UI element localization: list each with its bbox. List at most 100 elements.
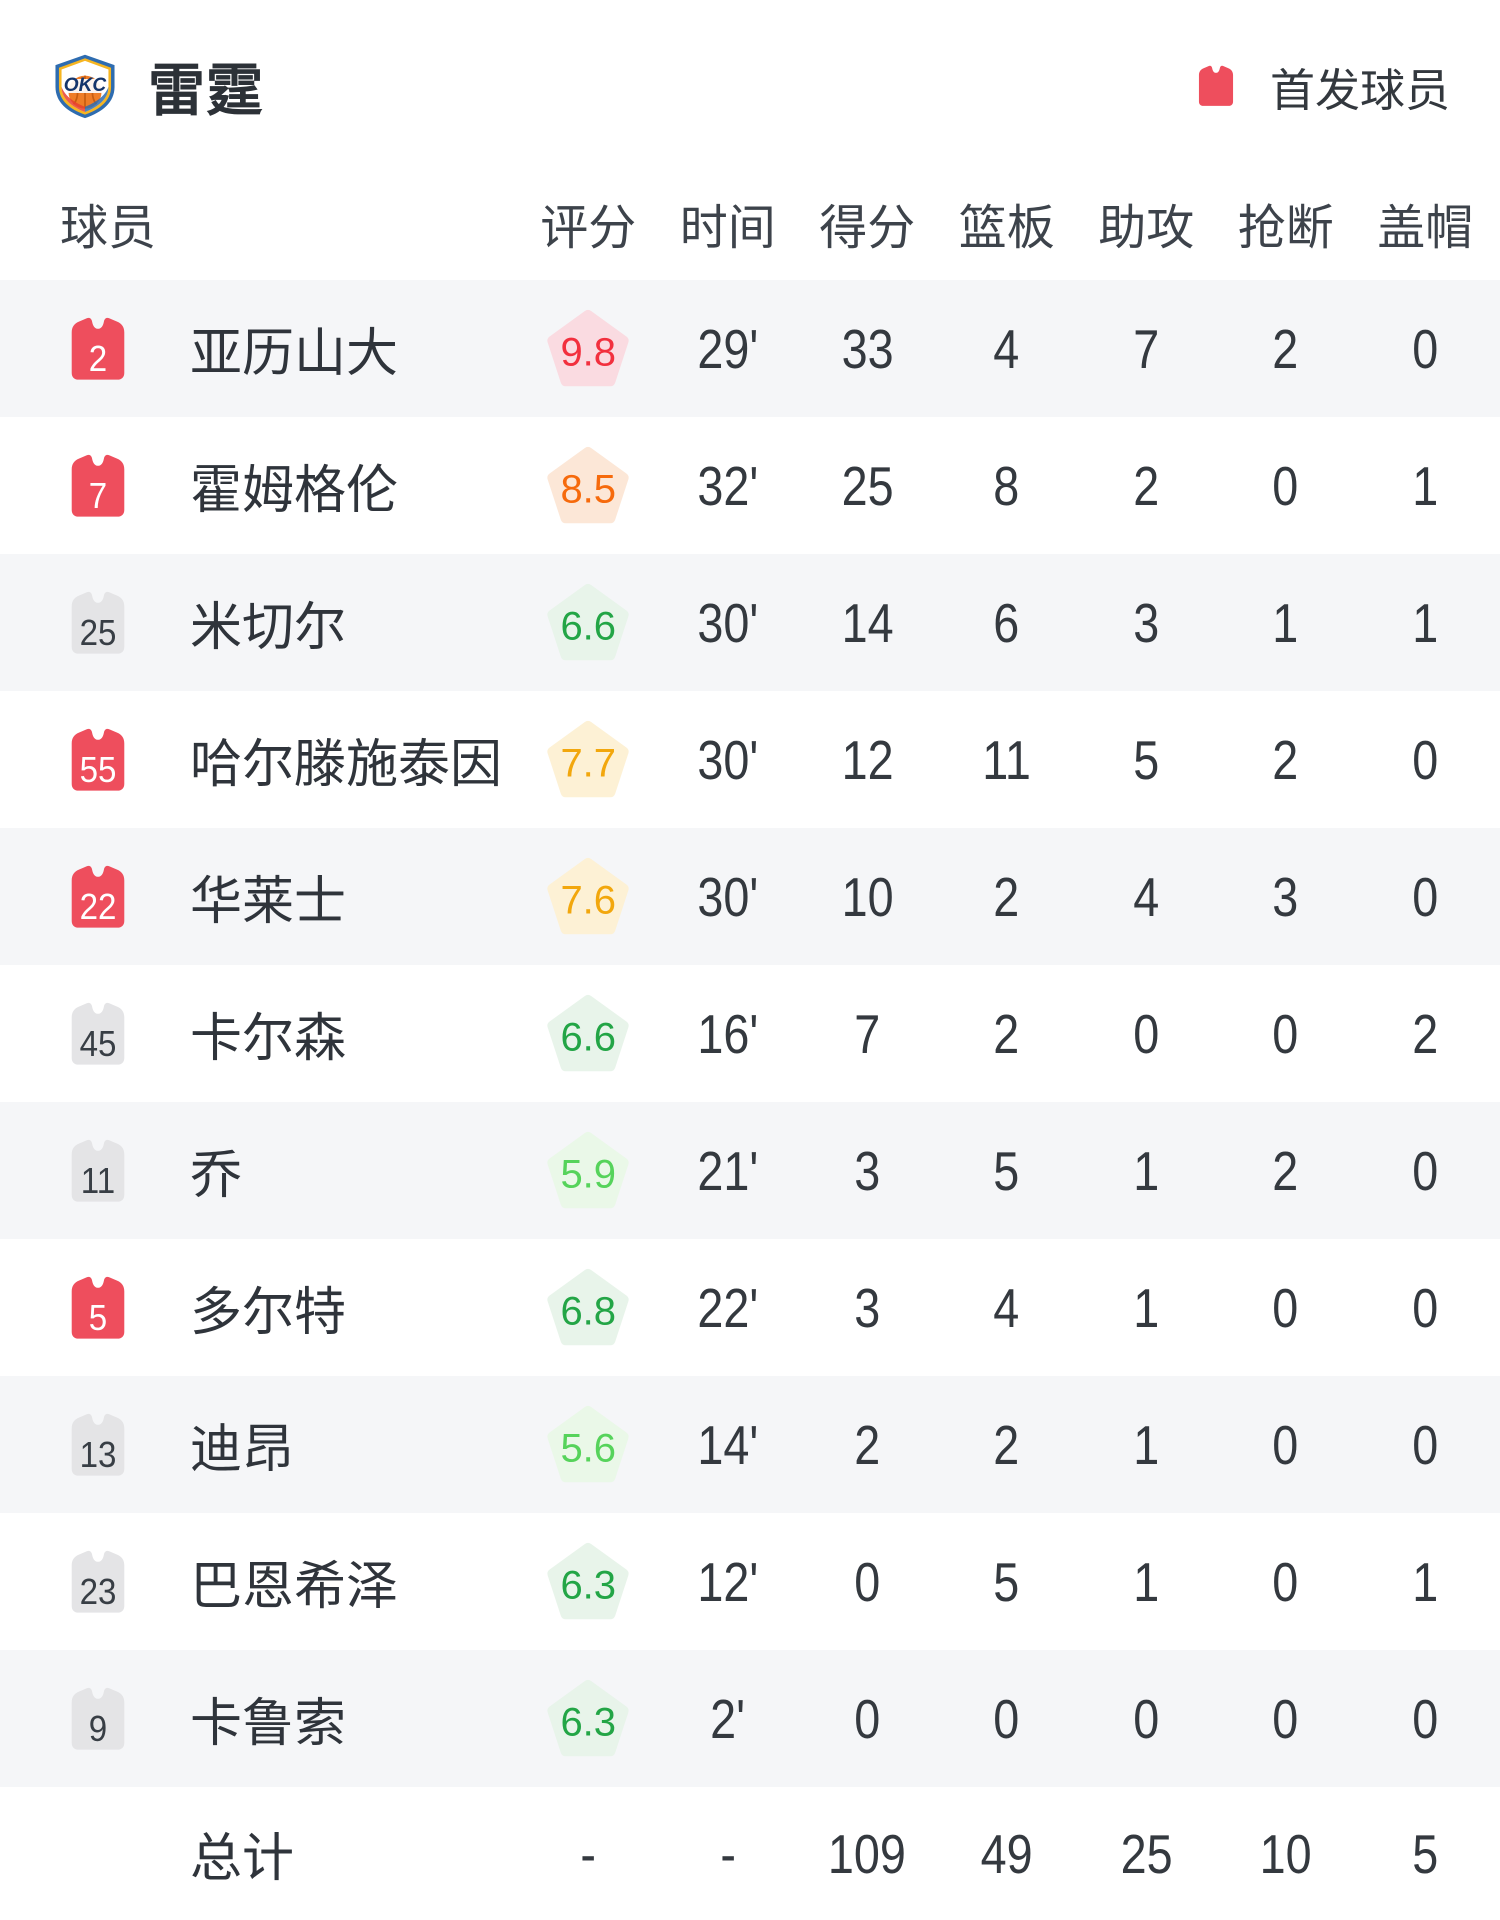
player-row[interactable]: 55 哈尔滕施泰因 7.7 30' 12 11 5 2 0 — [0, 691, 1500, 828]
player-name: 华莱士 — [190, 873, 347, 931]
rating-badge: 8.5 — [546, 445, 630, 527]
assists-cell: 3 — [1133, 591, 1160, 654]
jersey-icon: 5 — [61, 1271, 135, 1345]
time-cell: 14' — [697, 1413, 759, 1476]
player-row[interactable]: 11 乔 5.9 21' 3 5 1 2 0 — [0, 1102, 1500, 1239]
assists-cell: 2 — [1133, 454, 1160, 517]
rating-badge: 6.6 — [546, 993, 630, 1075]
player-name: 卡鲁索 — [190, 1695, 347, 1753]
player-row[interactable]: 25 米切尔 6.6 30' 14 6 3 1 1 — [0, 554, 1500, 691]
steals-cell: 0 — [1272, 454, 1299, 517]
blocks-cell: 0 — [1412, 728, 1439, 791]
jersey-icon: 55 — [61, 723, 135, 797]
blocks-cell: 0 — [1412, 317, 1439, 380]
starter-legend-label: 首发球员 — [1269, 64, 1450, 116]
steals-cell: 2 — [1272, 728, 1299, 791]
steals-cell: 0 — [1272, 1002, 1299, 1065]
points-cell: 7 — [854, 1002, 881, 1065]
rebounds-cell: 8 — [993, 454, 1020, 517]
steals-cell: 0 — [1272, 1687, 1299, 1750]
rebounds-cell: 5 — [993, 1550, 1020, 1613]
column-points: 得分 — [819, 202, 916, 255]
player-name: 迪昂 — [190, 1421, 295, 1479]
jersey-icon: 11 — [61, 1134, 135, 1208]
player-row[interactable]: 5 多尔特 6.8 22' 3 4 1 0 0 — [0, 1239, 1500, 1376]
assists-cell: 7 — [1133, 317, 1160, 380]
time-cell: 30' — [697, 728, 759, 791]
rating-value: 6.3 — [560, 1700, 617, 1745]
blocks-cell: 0 — [1412, 1276, 1439, 1339]
jersey-number: 55 — [79, 748, 117, 790]
column-steals: 抢断 — [1237, 202, 1334, 255]
total-points-cell: 109 — [828, 1822, 907, 1885]
rating-value: 6.3 — [560, 1563, 617, 1608]
steals-cell: 0 — [1272, 1413, 1299, 1476]
assists-cell: 0 — [1133, 1687, 1160, 1750]
time-cell: 30' — [697, 591, 759, 654]
points-cell: 12 — [841, 728, 894, 791]
total-assists-cell: 25 — [1120, 1822, 1173, 1885]
jersey-number: 13 — [79, 1433, 117, 1475]
player-row[interactable]: 7 霍姆格伦 8.5 32' 25 8 2 0 1 — [0, 417, 1500, 554]
player-name: 亚历山大 — [190, 325, 399, 383]
jersey-icon: 7 — [61, 449, 135, 523]
rebounds-cell: 4 — [993, 317, 1020, 380]
svg-text:OKC: OKC — [64, 75, 108, 96]
rebounds-cell: 11 — [982, 728, 1032, 791]
assists-cell: 5 — [1133, 728, 1160, 791]
total-time-cell: - — [719, 1822, 736, 1885]
player-row[interactable]: 2 亚历山大 9.8 29' 33 4 7 2 0 — [0, 280, 1500, 417]
total-blocks-cell: 5 — [1412, 1822, 1439, 1885]
player-row[interactable]: 45 卡尔森 6.6 16' 7 2 0 0 2 — [0, 965, 1500, 1102]
player-name: 霍姆格伦 — [190, 462, 399, 520]
jersey-icon: 23 — [61, 1545, 135, 1619]
blocks-cell: 0 — [1412, 1687, 1439, 1750]
column-assists: 助攻 — [1098, 202, 1195, 255]
time-cell: 32' — [697, 454, 759, 517]
points-cell: 33 — [841, 317, 894, 380]
assists-cell: 1 — [1133, 1139, 1160, 1202]
jersey-number: 11 — [80, 1159, 116, 1201]
jersey-number: 7 — [88, 474, 108, 516]
column-blocks: 盖帽 — [1377, 202, 1474, 255]
rating-value: 6.6 — [560, 1015, 617, 1060]
time-cell: 2' — [710, 1687, 746, 1750]
jersey-number: 23 — [79, 1570, 117, 1612]
total-label: 总计 — [190, 1830, 295, 1888]
player-name: 卡尔森 — [190, 1010, 347, 1068]
rating-value: 6.6 — [560, 604, 617, 649]
jersey-number: 25 — [79, 611, 117, 653]
rating-badge: 5.9 — [546, 1130, 630, 1212]
rating-badge: 6.3 — [546, 1678, 630, 1760]
jersey-number: 45 — [79, 1022, 117, 1064]
points-cell: 25 — [841, 454, 894, 517]
rebounds-cell: 6 — [993, 591, 1020, 654]
player-row[interactable]: 23 巴恩希泽 6.3 12' 0 5 1 0 1 — [0, 1513, 1500, 1650]
player-row[interactable]: 22 华莱士 7.6 30' 10 2 4 3 0 — [0, 828, 1500, 965]
rating-value: 8.5 — [560, 467, 617, 512]
jersey-number: 2 — [88, 337, 108, 379]
rating-value: 6.8 — [560, 1289, 617, 1334]
rating-value: 7.6 — [560, 878, 617, 923]
time-cell: 22' — [697, 1276, 759, 1339]
okc-team-logo-icon: OKC — [52, 53, 118, 119]
rating-value: 5.6 — [560, 1426, 617, 1471]
assists-cell: 1 — [1133, 1276, 1160, 1339]
player-name: 乔 — [190, 1147, 243, 1205]
starter-jersey-icon — [1192, 62, 1240, 110]
jersey-icon: 9 — [61, 1682, 135, 1756]
rating-badge: 9.8 — [546, 308, 630, 390]
blocks-cell: 2 — [1412, 1002, 1439, 1065]
time-cell: 29' — [697, 317, 759, 380]
player-row[interactable]: 13 迪昂 5.6 14' 2 2 1 0 0 — [0, 1376, 1500, 1513]
player-row[interactable]: 9 卡鲁索 6.3 2' 0 0 0 0 0 — [0, 1650, 1500, 1787]
jersey-icon: 22 — [61, 860, 135, 934]
blocks-cell: 1 — [1412, 454, 1439, 517]
assists-cell: 1 — [1133, 1550, 1160, 1613]
table-column-header: 球员 评分 时间 得分 篮板 助攻 抢断 盖帽 — [0, 150, 1500, 280]
rebounds-cell: 5 — [993, 1139, 1020, 1202]
blocks-cell: 1 — [1412, 1550, 1439, 1613]
points-cell: 0 — [854, 1550, 881, 1613]
player-name: 米切尔 — [190, 599, 347, 657]
assists-cell: 0 — [1133, 1002, 1160, 1065]
